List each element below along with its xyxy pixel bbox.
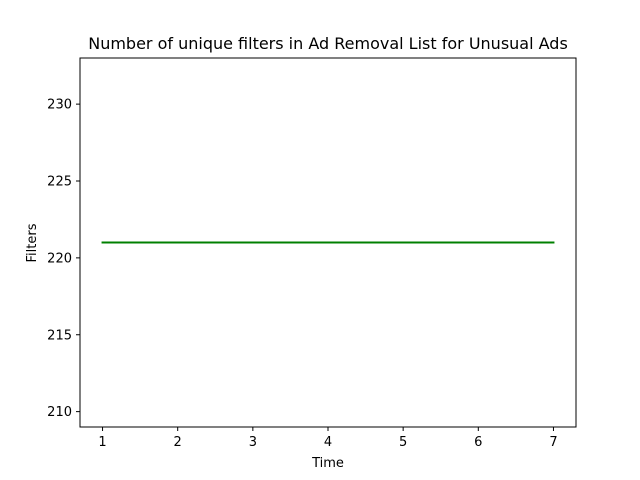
y-tick-label: 220 xyxy=(47,251,72,266)
x-axis-label: Time xyxy=(311,456,344,471)
y-axis-label: Filters xyxy=(25,223,40,262)
x-axis: 1 2 3 4 5 6 7 xyxy=(98,427,558,450)
x-tick-label: 7 xyxy=(549,435,557,450)
x-tick-label: 5 xyxy=(399,435,407,450)
x-tick-label: 3 xyxy=(249,435,257,450)
x-tick-label: 2 xyxy=(174,435,182,450)
x-tick-label: 1 xyxy=(98,435,106,450)
x-tick-label: 6 xyxy=(474,435,482,450)
y-tick-label: 215 xyxy=(47,328,72,343)
x-tick-label: 4 xyxy=(324,435,332,450)
y-tick-label: 225 xyxy=(47,175,72,190)
chart-title: Number of unique filters in Ad Removal L… xyxy=(88,34,568,53)
y-tick-label: 230 xyxy=(47,98,72,113)
y-tick-label: 210 xyxy=(47,405,72,420)
y-axis: 210 215 220 225 230 xyxy=(47,98,80,420)
